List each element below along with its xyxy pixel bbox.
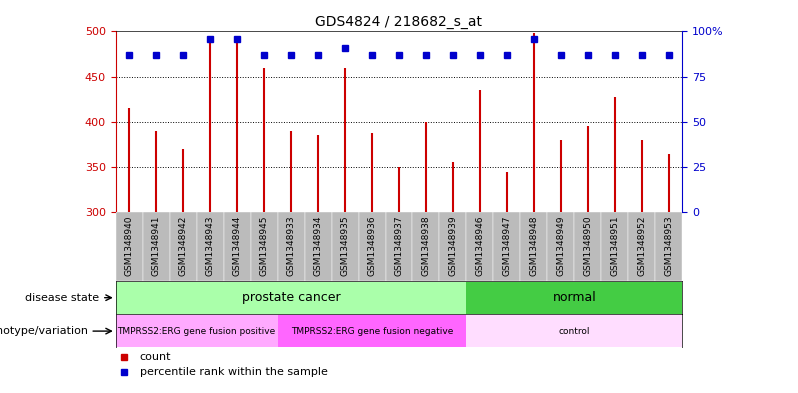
Bar [278, 212, 305, 281]
Text: GSM1348943: GSM1348943 [206, 216, 215, 276]
Bar [143, 212, 170, 281]
Text: GSM1348951: GSM1348951 [610, 216, 619, 276]
Text: GSM1348941: GSM1348941 [152, 216, 160, 276]
Text: GSM1348949: GSM1348949 [556, 216, 565, 276]
Bar [520, 212, 547, 281]
Text: GSM1348935: GSM1348935 [341, 216, 350, 276]
Text: prostate cancer: prostate cancer [242, 291, 341, 304]
Bar [305, 212, 331, 281]
Text: GSM1348937: GSM1348937 [394, 216, 404, 276]
Bar [331, 212, 358, 281]
Bar [467, 315, 682, 347]
Text: GSM1348940: GSM1348940 [124, 216, 134, 276]
Bar [628, 212, 655, 281]
Text: TMPRSS2:ERG gene fusion negative: TMPRSS2:ERG gene fusion negative [290, 327, 453, 336]
Bar [278, 315, 467, 347]
Text: GSM1348939: GSM1348939 [448, 216, 457, 276]
Text: control: control [559, 327, 590, 336]
Text: GSM1348953: GSM1348953 [664, 216, 674, 276]
Bar [116, 315, 278, 347]
Bar [223, 212, 251, 281]
Bar [467, 212, 493, 281]
Bar [467, 282, 682, 314]
Bar [493, 212, 520, 281]
Text: GSM1348934: GSM1348934 [314, 216, 322, 276]
Text: GSM1348936: GSM1348936 [368, 216, 377, 276]
Text: disease state: disease state [26, 293, 100, 303]
Text: GSM1348938: GSM1348938 [421, 216, 430, 276]
Text: GSM1348946: GSM1348946 [476, 216, 484, 276]
Bar [251, 212, 278, 281]
Text: GSM1348947: GSM1348947 [503, 216, 512, 276]
Text: GSM1348950: GSM1348950 [583, 216, 592, 276]
Text: GSM1348945: GSM1348945 [259, 216, 269, 276]
Text: GSM1348942: GSM1348942 [179, 216, 188, 276]
Text: normal: normal [552, 291, 596, 304]
Bar [358, 212, 385, 281]
Title: GDS4824 / 218682_s_at: GDS4824 / 218682_s_at [315, 15, 483, 29]
Text: percentile rank within the sample: percentile rank within the sample [140, 367, 327, 377]
Text: GSM1348952: GSM1348952 [638, 216, 646, 276]
Bar [116, 282, 467, 314]
Bar [413, 212, 440, 281]
Text: GSM1348933: GSM1348933 [286, 216, 295, 276]
Bar [385, 212, 413, 281]
Bar [440, 212, 467, 281]
Bar [655, 212, 682, 281]
Text: GSM1348944: GSM1348944 [233, 216, 242, 276]
Bar [602, 212, 628, 281]
Bar [575, 212, 602, 281]
Bar [547, 212, 575, 281]
Text: count: count [140, 352, 171, 362]
Bar [196, 212, 223, 281]
Bar [170, 212, 196, 281]
Text: TMPRSS2:ERG gene fusion positive: TMPRSS2:ERG gene fusion positive [117, 327, 276, 336]
Text: genotype/variation: genotype/variation [0, 326, 88, 336]
Text: GSM1348948: GSM1348948 [529, 216, 539, 276]
Bar [116, 212, 143, 281]
